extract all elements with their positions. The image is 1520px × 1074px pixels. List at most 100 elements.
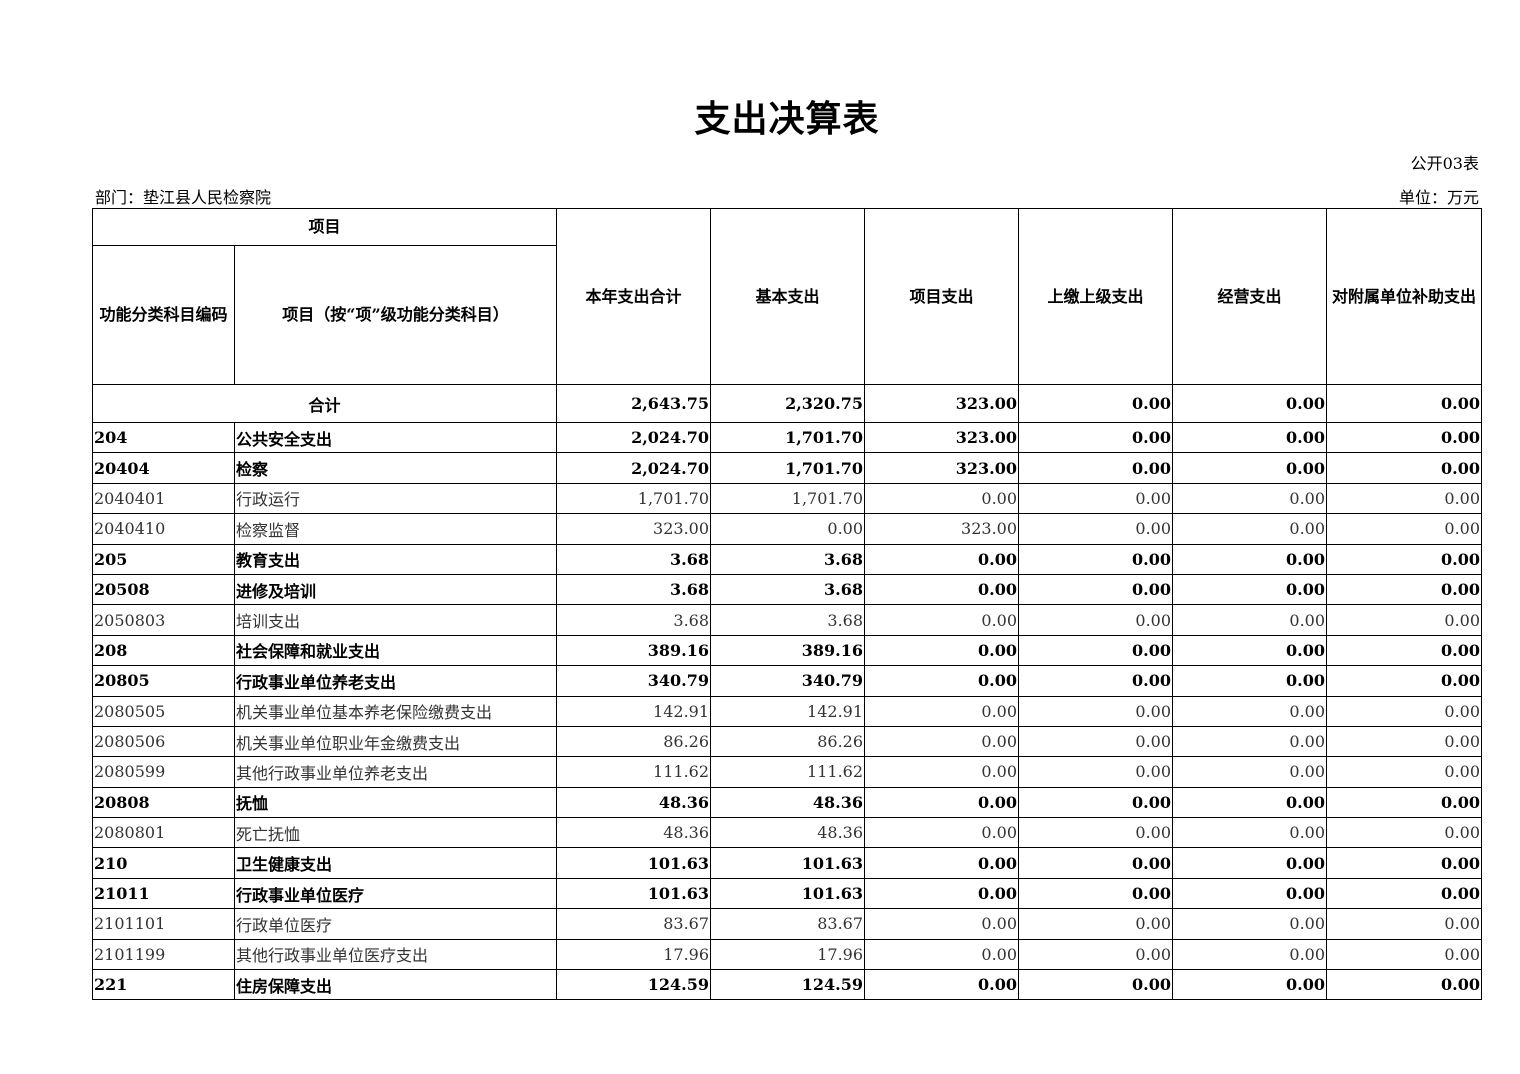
row-value: 48.36 xyxy=(556,786,712,819)
row-code: 20508 xyxy=(92,573,235,606)
row-value: 111.62 xyxy=(556,756,712,788)
row-code: 2040410 xyxy=(92,513,235,545)
row-name: 抚恤 xyxy=(233,786,558,819)
header-basic: 基本支出 xyxy=(710,208,866,385)
table-row: 2040401 行政运行 1,701.70 1,701.70 0.00 0.00 0.00 0… xyxy=(92,482,1483,515)
row-code: 20404 xyxy=(92,452,235,484)
row-value: 0.00 xyxy=(1172,573,1328,606)
row-code: 2101199 xyxy=(92,938,235,971)
header-business: 经营支出 xyxy=(1172,208,1328,385)
row-value: 0.00 xyxy=(1018,604,1174,636)
row-value: 0.00 xyxy=(1326,938,1483,971)
table-row: 20808 抚恤 48.36 48.36 0.00 0.00 0.00 0.00 xyxy=(92,786,1483,819)
row-code: 2101101 xyxy=(92,908,235,940)
row-value: 323.00 xyxy=(864,452,1020,484)
row-value: 0.00 xyxy=(1326,877,1483,910)
total-value: 323.00 xyxy=(864,384,1020,423)
table-row: 20508 进修及培训 3.68 3.68 0.00 0.00 0.00 0.00 xyxy=(92,573,1483,606)
row-code: 2080506 xyxy=(92,725,235,758)
row-value: 0.00 xyxy=(1326,452,1483,484)
row-value: 3.68 xyxy=(556,543,712,575)
row-value: 0.00 xyxy=(1172,482,1328,515)
row-value: 0.00 xyxy=(1326,634,1483,667)
row-code: 210 xyxy=(92,847,235,879)
row-value: 0.00 xyxy=(1326,756,1483,788)
header-name: 项目（按“项”级功能分类科目） xyxy=(233,245,558,385)
row-name: 培训支出 xyxy=(233,604,558,636)
table-row: 2040410 检察监督 323.00 0.00 323.00 0.00 0.00 0.00 xyxy=(92,513,1483,545)
row-name: 行政事业单位养老支出 xyxy=(233,665,558,697)
row-value: 3.68 xyxy=(710,543,866,575)
row-value: 0.00 xyxy=(864,482,1020,515)
row-value: 0.00 xyxy=(1172,725,1328,758)
row-value: 86.26 xyxy=(556,725,712,758)
row-value: 0.00 xyxy=(864,969,1020,1001)
row-name: 其他行政事业单位养老支出 xyxy=(233,756,558,788)
row-value: 142.91 xyxy=(710,695,866,727)
row-value: 0.00 xyxy=(1018,786,1174,819)
table-row: 2080801 死亡抚恤 48.36 48.36 0.00 0.00 0.00 0.00 xyxy=(92,817,1483,849)
row-value: 0.00 xyxy=(1018,573,1174,606)
row-value: 0.00 xyxy=(1018,877,1174,910)
row-value: 0.00 xyxy=(1018,725,1174,758)
row-value: 0.00 xyxy=(1326,513,1483,545)
row-value: 1,701.70 xyxy=(556,482,712,515)
row-value: 323.00 xyxy=(864,513,1020,545)
row-value: 0.00 xyxy=(864,725,1020,758)
header-upper: 上缴上级支出 xyxy=(1018,208,1174,385)
row-value: 2,024.70 xyxy=(556,421,712,454)
row-value: 0.00 xyxy=(1172,634,1328,667)
row-value: 0.00 xyxy=(1018,908,1174,940)
row-value: 0.00 xyxy=(1018,634,1174,667)
total-value: 2,643.75 xyxy=(556,384,712,423)
row-name: 社会保障和就业支出 xyxy=(233,634,558,667)
row-value: 83.67 xyxy=(710,908,866,940)
row-value: 0.00 xyxy=(1172,695,1328,727)
row-code: 2050803 xyxy=(92,604,235,636)
row-name: 检察监督 xyxy=(233,513,558,545)
row-value: 17.96 xyxy=(710,938,866,971)
row-value: 0.00 xyxy=(864,938,1020,971)
row-code: 2080801 xyxy=(92,817,235,849)
expenditure-table: 项目 本年支出合计 基本支出 项目支出 上缴上级支出 经营支出 对附属单位补助支… xyxy=(91,208,1483,1001)
row-value: 0.00 xyxy=(1172,756,1328,788)
row-value: 0.00 xyxy=(864,756,1020,788)
row-value: 0.00 xyxy=(1172,452,1328,484)
row-value: 0.00 xyxy=(1018,969,1174,1001)
row-value: 0.00 xyxy=(1172,969,1328,1001)
row-value: 0.00 xyxy=(1018,756,1174,788)
row-value: 0.00 xyxy=(710,513,866,545)
row-value: 0.00 xyxy=(1018,543,1174,575)
unit-label: 单位：万元 xyxy=(1398,188,1479,207)
row-value: 0.00 xyxy=(1326,543,1483,575)
row-value: 48.36 xyxy=(556,817,712,849)
row-value: 0.00 xyxy=(1326,725,1483,758)
row-name: 教育支出 xyxy=(233,543,558,575)
row-value: 0.00 xyxy=(864,786,1020,819)
row-value: 0.00 xyxy=(1172,421,1328,454)
row-value: 0.00 xyxy=(1018,482,1174,515)
row-value: 0.00 xyxy=(1326,665,1483,697)
row-value: 86.26 xyxy=(710,725,866,758)
row-code: 21011 xyxy=(92,877,235,910)
row-value: 0.00 xyxy=(864,817,1020,849)
table-row: 221 住房保障支出 124.59 124.59 0.00 0.00 0.00 0.00 xyxy=(92,969,1483,1001)
row-value: 1,701.70 xyxy=(710,452,866,484)
row-value: 3.68 xyxy=(710,573,866,606)
row-value: 0.00 xyxy=(1018,665,1174,697)
row-value: 389.16 xyxy=(556,634,712,667)
total-value: 0.00 xyxy=(1172,384,1328,423)
row-name: 卫生健康支出 xyxy=(233,847,558,879)
row-value: 0.00 xyxy=(1018,421,1174,454)
row-code: 205 xyxy=(92,543,235,575)
row-name: 住房保障支出 xyxy=(233,969,558,1001)
header-code: 功能分类科目编码 xyxy=(92,245,235,385)
table-row: 2101199 其他行政事业单位医疗支出 17.96 17.96 0.00 0.00 0.0… xyxy=(92,938,1483,971)
row-name: 机关事业单位基本养老保险缴费支出 xyxy=(233,695,558,727)
row-value: 0.00 xyxy=(1172,786,1328,819)
row-code: 204 xyxy=(92,421,235,454)
row-value: 0.00 xyxy=(1326,604,1483,636)
row-value: 83.67 xyxy=(556,908,712,940)
row-value: 3.68 xyxy=(710,604,866,636)
row-value: 0.00 xyxy=(1326,847,1483,879)
